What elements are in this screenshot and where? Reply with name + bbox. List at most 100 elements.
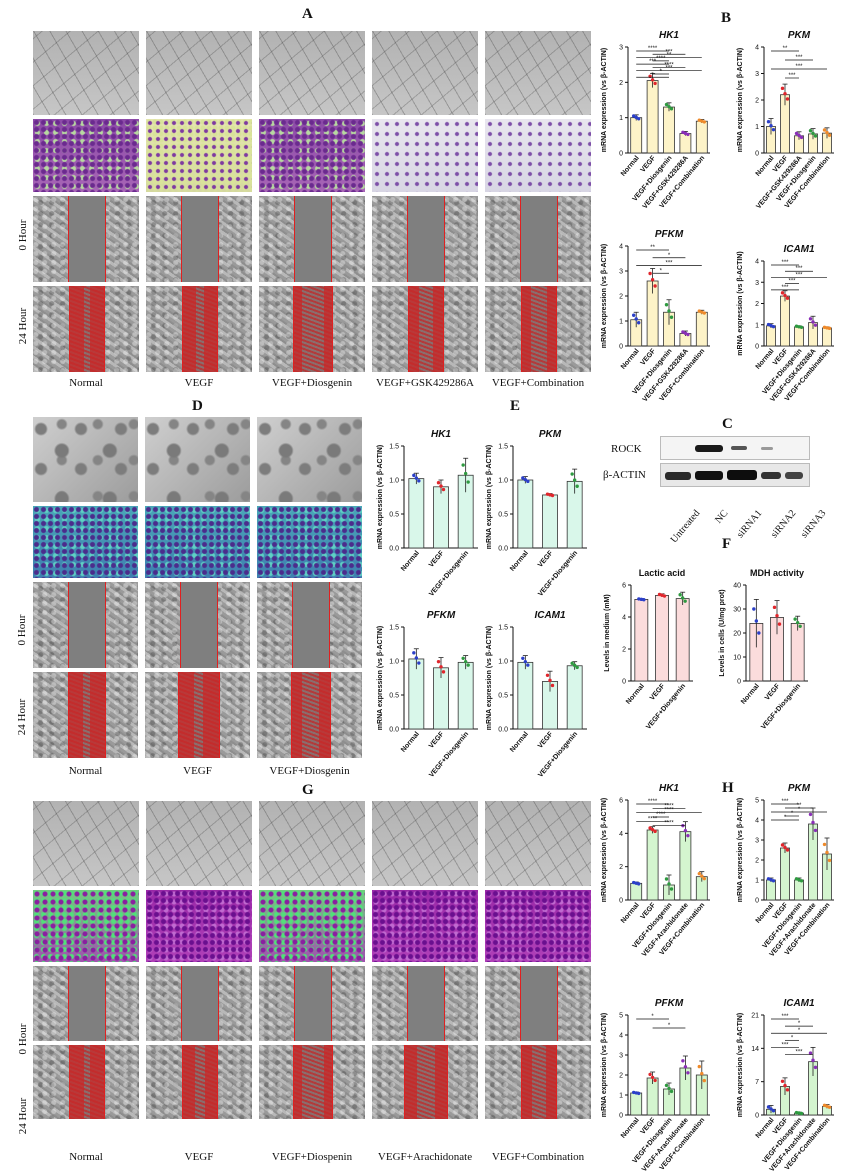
data-point [783,1083,787,1088]
data-point [808,812,813,817]
significance-label: * [798,807,801,813]
y-tick-label: 1 [619,319,623,326]
column-caption: VEGF+Diosgenin [269,765,350,777]
y-tick-label: 3 [755,71,759,78]
x-tick-label: VEGF [537,730,555,750]
significance-label: **** [664,62,674,68]
data-point [461,463,465,467]
y-tick-label: 4 [619,831,623,838]
bar [766,1108,776,1116]
scratch-gap [68,966,106,1041]
scratch-24h-image [33,286,139,372]
data-point [523,477,528,482]
column-caption: VEGF+Diosgenin [271,377,353,389]
bar [695,1074,708,1116]
y-tick-label: 2 [755,858,759,865]
panel-letter-e: E [510,398,521,414]
x-tick-label: Normal [400,731,421,754]
y-tick-label: 0 [619,151,623,158]
data-point [757,631,761,635]
bar [679,133,692,154]
data-point [436,481,441,485]
x-tick-label: Normal [509,550,530,573]
blot-band [785,472,803,479]
blot-band [665,472,691,480]
data-point [681,130,685,134]
scratch-24h-image [33,1045,139,1119]
significance-label: *** [781,260,789,266]
y-tick-label: 1.0 [389,478,399,485]
bar [695,876,708,901]
y-tick-label: 14 [751,1046,759,1053]
y-tick-label: 3 [619,45,623,52]
data-point [771,879,776,883]
data-point [797,325,801,329]
bar [794,135,804,154]
x-tick-label: VEGF+Diosgenin [428,550,470,598]
bar [822,853,832,901]
y-tick-label: 0 [619,1113,623,1120]
data-point [783,845,787,850]
x-tick-label: VEGF+Diosgenin [537,550,579,598]
bar [408,478,425,549]
x-tick-label: VEGF+Diosgenin [776,155,818,203]
x-tick-label: Normal [620,348,641,371]
bar [766,879,776,901]
significance-label: * [660,69,663,75]
data-point [669,1089,674,1094]
blot-band [761,447,773,450]
bar [679,333,692,347]
migrated-cells [522,1045,533,1119]
y-tick-label: 2 [619,294,623,301]
scratch-gap [404,1045,448,1119]
y-tick-label: 2 [755,98,759,105]
y-tick-label: 0 [619,898,623,905]
scratch-gap [521,1045,557,1119]
y-tick-label: 1.5 [498,444,508,451]
bar [695,120,708,154]
tube-formation-image [33,31,139,115]
bar [433,486,449,549]
row-label-0-hour: 0 Hour [16,614,28,646]
chart-title: HK1 [431,429,451,440]
x-tick-label: VEGF [428,549,446,569]
x-tick-label: VEGF+Combination [784,1117,832,1171]
data-point [680,596,685,600]
y-tick-label: 4 [619,1033,623,1040]
data-point [412,473,416,478]
scratch-gap [68,196,106,282]
bar [770,617,784,682]
y-tick-label: 0 [755,151,759,158]
data-point [681,823,685,828]
bar [679,1067,692,1116]
migrated-cells [203,672,219,758]
blot-label-rock: ROCK [611,443,642,455]
x-tick-label: VEGF [640,901,658,921]
x-tick-label: VEGF [772,154,790,174]
transwell-stain-image [257,506,362,578]
migrated-cells [205,1045,217,1119]
bar [766,325,776,347]
significance-label: *** [795,272,803,278]
tube-formation-image [145,417,250,502]
significance-label: **** [664,803,674,809]
significance-label: *** [795,266,803,272]
bar [780,94,790,154]
data-point [697,309,701,313]
x-tick-label: VEGF+GSK429286A [769,348,817,404]
y-axis-label: mRNA expression (vs β-ACTIN) [601,244,608,348]
data-point [822,842,827,847]
x-tick-label: VEGF [772,901,790,921]
bar [646,80,659,154]
y-tick-label: 40 [733,583,741,590]
scratch-24h-image [33,672,138,758]
significance-label: * [791,1035,794,1041]
scratch-24h-image [259,1045,365,1119]
data-point [772,605,777,610]
data-point [466,663,470,667]
data-point [632,114,636,118]
data-point [441,487,446,492]
data-point [771,324,776,329]
data-point [634,881,638,885]
data-point [439,484,443,488]
